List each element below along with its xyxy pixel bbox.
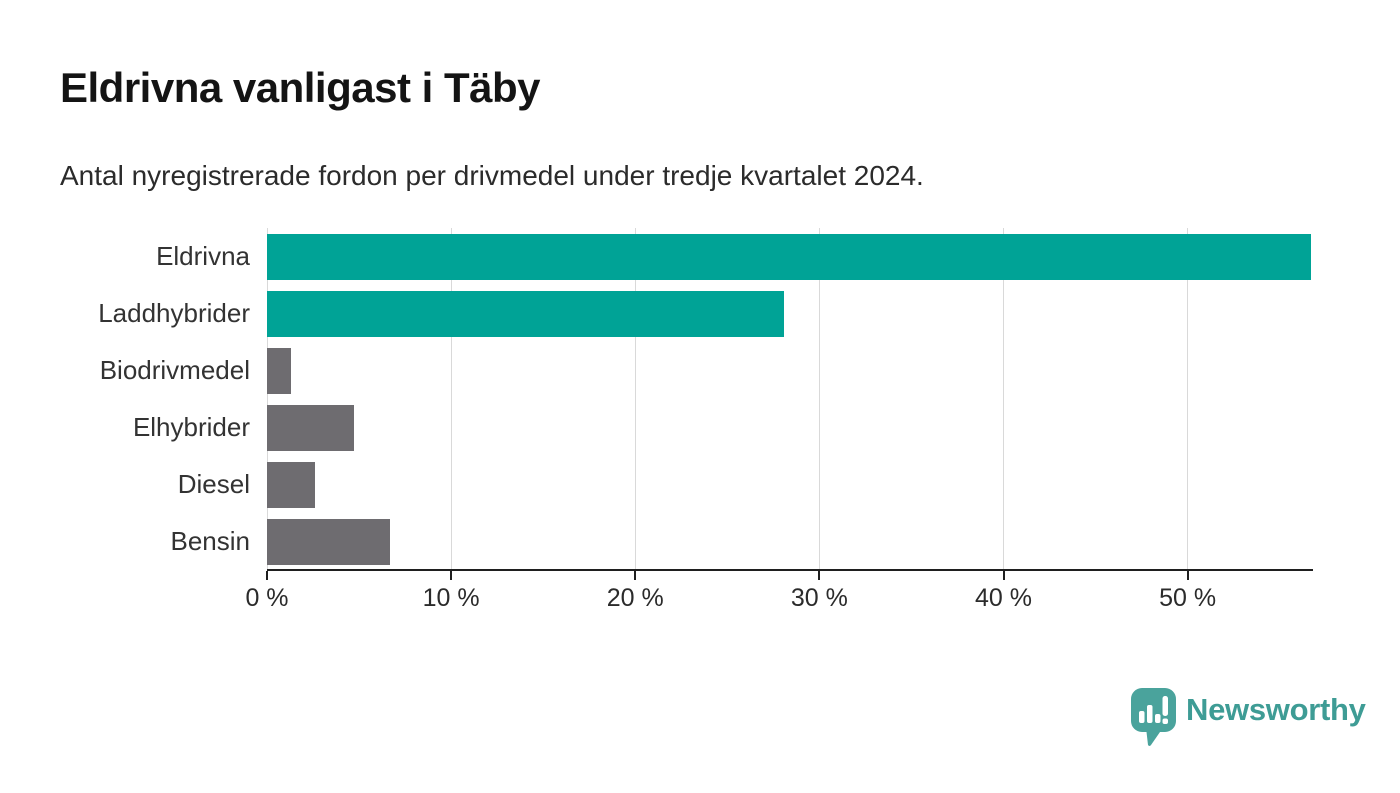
- x-tick-10: [450, 571, 453, 580]
- category-label-bensin: Bensin: [170, 526, 251, 556]
- bar-biodrivmedel: [267, 347, 291, 394]
- newsworthy-bar-chart-bubble-icon: [1131, 688, 1176, 746]
- x-tick-30: [818, 571, 821, 580]
- bar-diesel: [267, 461, 315, 508]
- gridline-20: [634, 228, 636, 570]
- category-label-laddhybrider: Laddhybrider: [98, 298, 250, 328]
- bar-elhybrider: [267, 404, 354, 451]
- bar-eldrivna: [267, 233, 1311, 280]
- bar-bensin: [267, 518, 391, 565]
- bar-row: [267, 513, 1311, 570]
- bar-row: [267, 342, 1311, 399]
- chart-title: Eldrivna vanligast i Täby: [60, 64, 541, 111]
- gridline-30: [818, 228, 820, 570]
- gridline-0: [266, 228, 268, 570]
- bar-row: [267, 456, 1311, 513]
- category-label-biodrivmedel: Biodrivmedel: [99, 355, 250, 385]
- x-tick-label-30: 30 %: [790, 584, 848, 612]
- x-tick-40: [1002, 571, 1005, 580]
- x-tick-50: [1186, 571, 1189, 580]
- x-tick-20: [634, 571, 637, 580]
- bar-laddhybrider: [267, 290, 785, 337]
- category-label-eldrivna: Eldrivna: [156, 241, 250, 271]
- gridline-50: [1187, 228, 1189, 570]
- gridline-40: [1003, 228, 1004, 570]
- plot-area: [266, 228, 1311, 570]
- x-tick-label-10: 10 %: [422, 584, 480, 612]
- category-labels: Eldrivna Laddhybrider Biodrivmedel Elhybrid…: [0, 228, 250, 570]
- category-label-diesel: Diesel: [177, 469, 250, 499]
- gridline-10: [450, 228, 452, 570]
- x-tick-label-0: 0 %: [245, 584, 289, 612]
- bar-row: [267, 399, 1311, 456]
- x-tick-0: [266, 571, 268, 580]
- x-tick-label-20: 20 %: [606, 584, 664, 612]
- newsworthy-logo-text: Newsworthy: [1186, 692, 1366, 727]
- newsworthy-logo: Newsworthy: [1130, 687, 1366, 747]
- category-label-elhybrider: Elhybrider: [132, 412, 250, 442]
- x-tick-label-50: 50 %: [1159, 584, 1217, 612]
- chart-subtitle: Antal nyregistrerade fordon per drivmede…: [60, 160, 924, 191]
- bar-row: [267, 285, 1311, 342]
- x-tick-label-40: 40 %: [975, 584, 1032, 612]
- bar-row: [267, 228, 1311, 285]
- x-axis-line: [267, 569, 1313, 571]
